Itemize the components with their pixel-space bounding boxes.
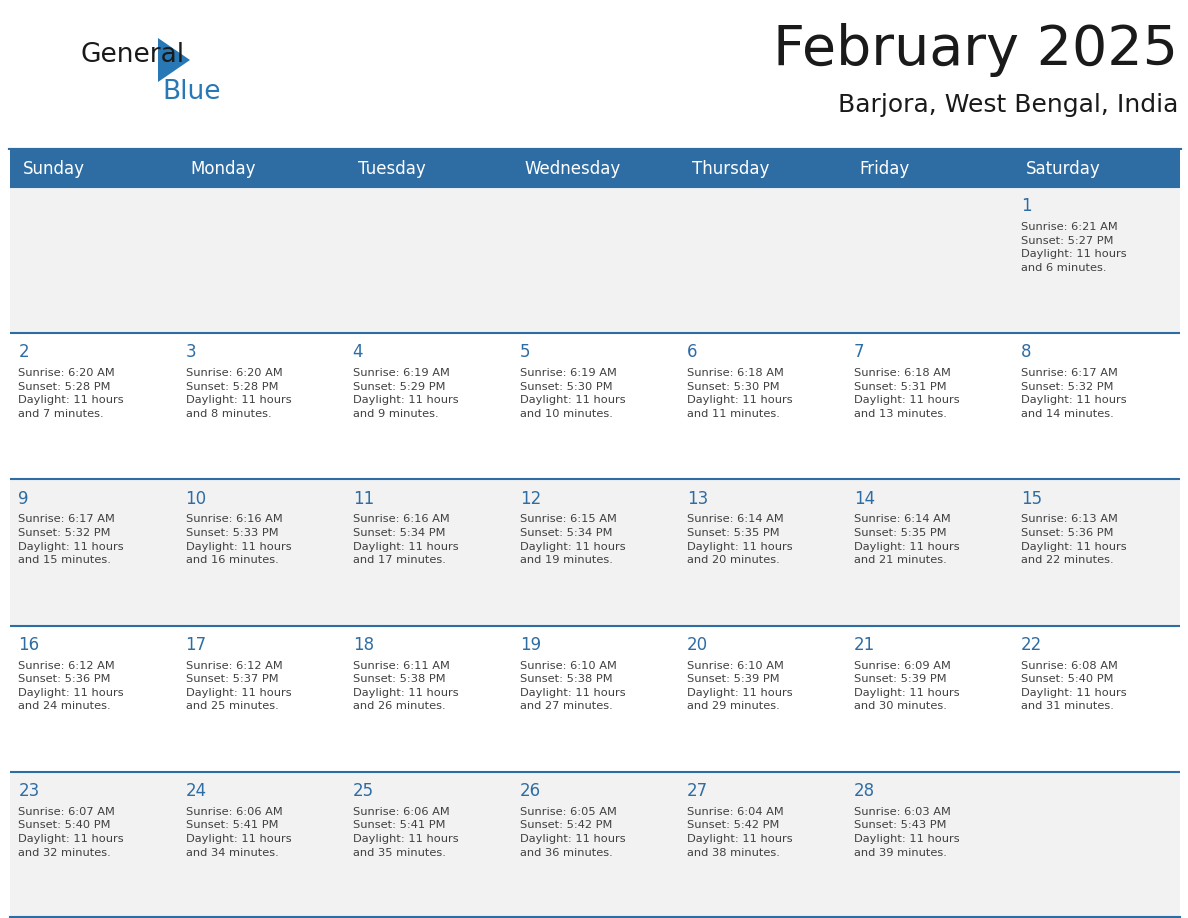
Text: 8: 8 (1022, 343, 1031, 362)
Text: Sunrise: 6:20 AM
Sunset: 5:28 PM
Daylight: 11 hours
and 7 minutes.: Sunrise: 6:20 AM Sunset: 5:28 PM Dayligh… (18, 368, 124, 420)
Text: 9: 9 (18, 489, 29, 508)
Text: 13: 13 (687, 489, 708, 508)
Text: Sunrise: 6:16 AM
Sunset: 5:34 PM
Daylight: 11 hours
and 17 minutes.: Sunrise: 6:16 AM Sunset: 5:34 PM Dayligh… (353, 514, 459, 565)
Text: Sunrise: 6:03 AM
Sunset: 5:43 PM
Daylight: 11 hours
and 39 minutes.: Sunrise: 6:03 AM Sunset: 5:43 PM Dayligh… (854, 807, 960, 857)
Text: 20: 20 (687, 636, 708, 654)
Text: Sunrise: 6:18 AM
Sunset: 5:30 PM
Daylight: 11 hours
and 11 minutes.: Sunrise: 6:18 AM Sunset: 5:30 PM Dayligh… (687, 368, 792, 420)
Text: 12: 12 (520, 489, 541, 508)
Text: Saturday: Saturday (1026, 160, 1101, 177)
Text: Sunrise: 6:14 AM
Sunset: 5:35 PM
Daylight: 11 hours
and 21 minutes.: Sunrise: 6:14 AM Sunset: 5:35 PM Dayligh… (854, 514, 960, 565)
Text: Sunrise: 6:08 AM
Sunset: 5:40 PM
Daylight: 11 hours
and 31 minutes.: Sunrise: 6:08 AM Sunset: 5:40 PM Dayligh… (1022, 661, 1127, 711)
Text: Sunrise: 6:15 AM
Sunset: 5:34 PM
Daylight: 11 hours
and 19 minutes.: Sunrise: 6:15 AM Sunset: 5:34 PM Dayligh… (520, 514, 625, 565)
Text: Tuesday: Tuesday (358, 160, 425, 177)
Text: Sunrise: 6:17 AM
Sunset: 5:32 PM
Daylight: 11 hours
and 15 minutes.: Sunrise: 6:17 AM Sunset: 5:32 PM Dayligh… (18, 514, 124, 565)
Text: Sunrise: 6:19 AM
Sunset: 5:29 PM
Daylight: 11 hours
and 9 minutes.: Sunrise: 6:19 AM Sunset: 5:29 PM Dayligh… (353, 368, 459, 420)
Text: Sunrise: 6:06 AM
Sunset: 5:41 PM
Daylight: 11 hours
and 35 minutes.: Sunrise: 6:06 AM Sunset: 5:41 PM Dayligh… (353, 807, 459, 857)
Text: Sunrise: 6:11 AM
Sunset: 5:38 PM
Daylight: 11 hours
and 26 minutes.: Sunrise: 6:11 AM Sunset: 5:38 PM Dayligh… (353, 661, 459, 711)
Text: 26: 26 (520, 782, 541, 800)
Text: Sunrise: 6:10 AM
Sunset: 5:38 PM
Daylight: 11 hours
and 27 minutes.: Sunrise: 6:10 AM Sunset: 5:38 PM Dayligh… (520, 661, 625, 711)
Polygon shape (158, 38, 190, 82)
Text: 28: 28 (854, 782, 876, 800)
Text: Sunrise: 6:07 AM
Sunset: 5:40 PM
Daylight: 11 hours
and 32 minutes.: Sunrise: 6:07 AM Sunset: 5:40 PM Dayligh… (18, 807, 124, 857)
Text: Sunrise: 6:19 AM
Sunset: 5:30 PM
Daylight: 11 hours
and 10 minutes.: Sunrise: 6:19 AM Sunset: 5:30 PM Dayligh… (520, 368, 625, 420)
Text: 11: 11 (353, 489, 374, 508)
Text: February 2025: February 2025 (773, 23, 1178, 77)
Text: Friday: Friday (859, 160, 909, 177)
Text: Sunrise: 6:20 AM
Sunset: 5:28 PM
Daylight: 11 hours
and 8 minutes.: Sunrise: 6:20 AM Sunset: 5:28 PM Dayligh… (185, 368, 291, 420)
Text: 1: 1 (1022, 197, 1032, 215)
Text: 16: 16 (18, 636, 39, 654)
Text: 10: 10 (185, 489, 207, 508)
Text: Barjora, West Bengal, India: Barjora, West Bengal, India (838, 93, 1178, 117)
Text: Wednesday: Wednesday (525, 160, 621, 177)
Text: 18: 18 (353, 636, 374, 654)
Text: General: General (80, 42, 184, 68)
Text: Blue: Blue (162, 79, 221, 105)
Text: Sunrise: 6:12 AM
Sunset: 5:36 PM
Daylight: 11 hours
and 24 minutes.: Sunrise: 6:12 AM Sunset: 5:36 PM Dayligh… (18, 661, 124, 711)
Text: 7: 7 (854, 343, 865, 362)
Text: 25: 25 (353, 782, 374, 800)
Text: Sunrise: 6:18 AM
Sunset: 5:31 PM
Daylight: 11 hours
and 13 minutes.: Sunrise: 6:18 AM Sunset: 5:31 PM Dayligh… (854, 368, 960, 420)
Text: Sunrise: 6:21 AM
Sunset: 5:27 PM
Daylight: 11 hours
and 6 minutes.: Sunrise: 6:21 AM Sunset: 5:27 PM Dayligh… (1022, 222, 1127, 273)
Text: 4: 4 (353, 343, 364, 362)
Text: 24: 24 (185, 782, 207, 800)
Text: Sunrise: 6:04 AM
Sunset: 5:42 PM
Daylight: 11 hours
and 38 minutes.: Sunrise: 6:04 AM Sunset: 5:42 PM Dayligh… (687, 807, 792, 857)
Text: 23: 23 (18, 782, 39, 800)
Text: Sunrise: 6:12 AM
Sunset: 5:37 PM
Daylight: 11 hours
and 25 minutes.: Sunrise: 6:12 AM Sunset: 5:37 PM Dayligh… (185, 661, 291, 711)
Text: Sunrise: 6:14 AM
Sunset: 5:35 PM
Daylight: 11 hours
and 20 minutes.: Sunrise: 6:14 AM Sunset: 5:35 PM Dayligh… (687, 514, 792, 565)
Text: 14: 14 (854, 489, 876, 508)
Text: 22: 22 (1022, 636, 1042, 654)
Text: Monday: Monday (190, 160, 257, 177)
Text: 27: 27 (687, 782, 708, 800)
Text: Sunrise: 6:16 AM
Sunset: 5:33 PM
Daylight: 11 hours
and 16 minutes.: Sunrise: 6:16 AM Sunset: 5:33 PM Dayligh… (185, 514, 291, 565)
Text: 19: 19 (520, 636, 541, 654)
Text: Sunrise: 6:06 AM
Sunset: 5:41 PM
Daylight: 11 hours
and 34 minutes.: Sunrise: 6:06 AM Sunset: 5:41 PM Dayligh… (185, 807, 291, 857)
Text: Sunrise: 6:10 AM
Sunset: 5:39 PM
Daylight: 11 hours
and 29 minutes.: Sunrise: 6:10 AM Sunset: 5:39 PM Dayligh… (687, 661, 792, 711)
Text: 6: 6 (687, 343, 697, 362)
Text: 3: 3 (185, 343, 196, 362)
Text: Sunday: Sunday (24, 160, 86, 177)
Text: Sunrise: 6:09 AM
Sunset: 5:39 PM
Daylight: 11 hours
and 30 minutes.: Sunrise: 6:09 AM Sunset: 5:39 PM Dayligh… (854, 661, 960, 711)
Text: 15: 15 (1022, 489, 1042, 508)
Text: Sunrise: 6:17 AM
Sunset: 5:32 PM
Daylight: 11 hours
and 14 minutes.: Sunrise: 6:17 AM Sunset: 5:32 PM Dayligh… (1022, 368, 1127, 420)
Text: Thursday: Thursday (691, 160, 770, 177)
Text: Sunrise: 6:13 AM
Sunset: 5:36 PM
Daylight: 11 hours
and 22 minutes.: Sunrise: 6:13 AM Sunset: 5:36 PM Dayligh… (1022, 514, 1127, 565)
Text: 17: 17 (185, 636, 207, 654)
Text: Sunrise: 6:05 AM
Sunset: 5:42 PM
Daylight: 11 hours
and 36 minutes.: Sunrise: 6:05 AM Sunset: 5:42 PM Dayligh… (520, 807, 625, 857)
Text: 2: 2 (18, 343, 29, 362)
Text: 5: 5 (520, 343, 530, 362)
Text: 21: 21 (854, 636, 876, 654)
